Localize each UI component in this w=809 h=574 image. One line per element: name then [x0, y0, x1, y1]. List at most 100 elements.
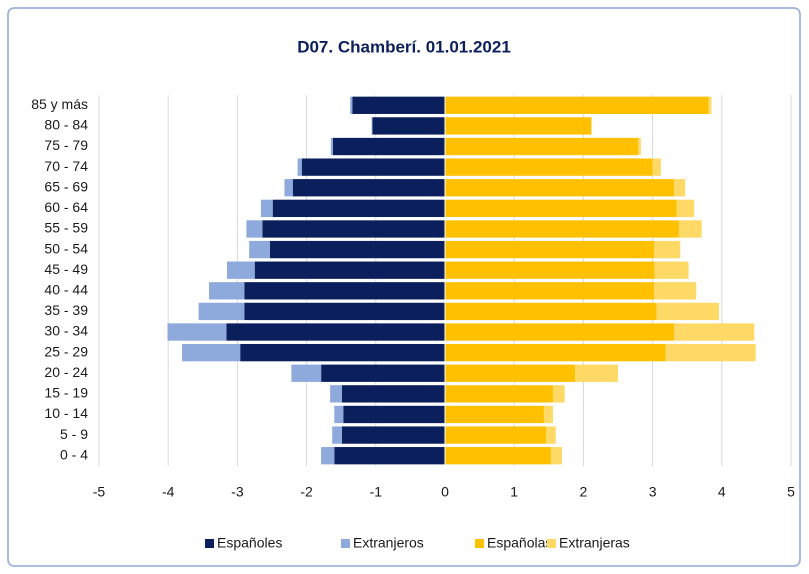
bar: [249, 240, 270, 259]
bar: [654, 261, 689, 279]
bar: [638, 137, 641, 156]
legend-label: Españolas: [487, 535, 552, 551]
bar: [445, 179, 675, 197]
y-tick-label: 75 - 79: [44, 137, 88, 153]
legend-swatch: [341, 539, 350, 548]
bar: [652, 158, 661, 176]
bar: [665, 343, 756, 362]
bar: [656, 302, 720, 321]
bar: [445, 240, 654, 259]
legend-label: Españoles: [217, 535, 282, 551]
bar: [445, 96, 709, 114]
y-tick-label: 55 - 59: [44, 220, 88, 236]
bar: [269, 240, 445, 259]
bar: [445, 323, 675, 341]
bar: [244, 282, 445, 300]
x-tick-label: 1: [510, 484, 518, 500]
bar: [182, 343, 241, 362]
y-tick-label: 15 - 19: [44, 385, 88, 401]
bar: [332, 426, 342, 444]
bar: [284, 179, 293, 197]
y-tick-label: 20 - 24: [44, 364, 88, 380]
legend-label: Extranjeras: [559, 535, 630, 551]
bar: [445, 158, 653, 176]
x-tick-label: 0: [441, 484, 449, 500]
bar: [227, 261, 255, 279]
bar: [301, 158, 445, 176]
x-tick-label: 2: [580, 484, 588, 500]
y-tick-label: 80 - 84: [44, 117, 88, 133]
bar: [546, 426, 556, 444]
bar: [240, 343, 445, 362]
bar: [653, 282, 697, 300]
y-tick-label: 85 y más: [31, 96, 88, 112]
bar: [262, 220, 445, 238]
bar: [653, 240, 681, 259]
bar: [352, 96, 445, 114]
chart-title: D07. Chamberí. 01.01.2021: [297, 37, 511, 56]
bar: [674, 323, 755, 341]
x-tick-label: -2: [300, 484, 313, 500]
legend-swatch: [475, 539, 484, 548]
bar: [244, 302, 445, 321]
bar: [678, 220, 702, 238]
bar: [321, 364, 445, 382]
bar: [209, 282, 245, 300]
bar: [591, 117, 592, 135]
bar: [332, 137, 445, 156]
bar: [330, 385, 342, 403]
y-tick-label: 40 - 44: [44, 282, 88, 298]
legend-swatch: [205, 539, 214, 548]
bar: [321, 447, 335, 465]
bar: [552, 385, 565, 403]
x-tick-label: -5: [93, 484, 106, 500]
bar: [260, 199, 273, 218]
bar: [445, 220, 679, 238]
y-tick-label: 50 - 54: [44, 240, 88, 256]
bar: [198, 302, 245, 321]
bar: [445, 447, 551, 465]
y-tick-label: 35 - 39: [44, 302, 88, 318]
y-tick-label: 60 - 64: [44, 199, 88, 215]
bar: [445, 137, 639, 156]
legend-label: Extranjeros: [353, 535, 424, 551]
bar: [371, 117, 373, 135]
bar: [350, 96, 353, 114]
bar: [343, 405, 445, 424]
bar: [334, 405, 344, 424]
y-tick-label: 25 - 29: [44, 343, 88, 359]
y-tick-label: 65 - 69: [44, 178, 88, 194]
bar: [272, 199, 445, 218]
y-tick-label: 10 - 14: [44, 405, 88, 421]
bar: [575, 364, 618, 382]
y-tick-label: 5 - 9: [60, 426, 88, 442]
bar: [445, 405, 544, 424]
bar: [291, 364, 322, 382]
bar: [445, 385, 553, 403]
y-tick-label: 30 - 34: [44, 323, 88, 339]
bar: [297, 158, 302, 176]
bar: [445, 199, 677, 218]
bar: [341, 385, 445, 403]
x-tick-label: -1: [370, 484, 383, 500]
x-tick-label: 4: [718, 484, 726, 500]
y-tick-label: 70 - 74: [44, 158, 88, 174]
bar: [445, 117, 592, 135]
bar: [445, 343, 666, 362]
x-tick-label: -4: [162, 484, 175, 500]
bar: [445, 282, 654, 300]
bar: [445, 364, 576, 382]
bar: [550, 447, 562, 465]
bar: [330, 137, 333, 156]
bar: [708, 96, 712, 114]
bar: [674, 179, 686, 197]
bar: [341, 426, 445, 444]
legend-swatch: [547, 539, 556, 548]
y-tick-label: 0 - 4: [60, 446, 88, 462]
bar: [226, 323, 445, 341]
bar: [445, 261, 655, 279]
bar: [246, 220, 263, 238]
bar: [372, 117, 445, 135]
bar: [543, 405, 553, 424]
